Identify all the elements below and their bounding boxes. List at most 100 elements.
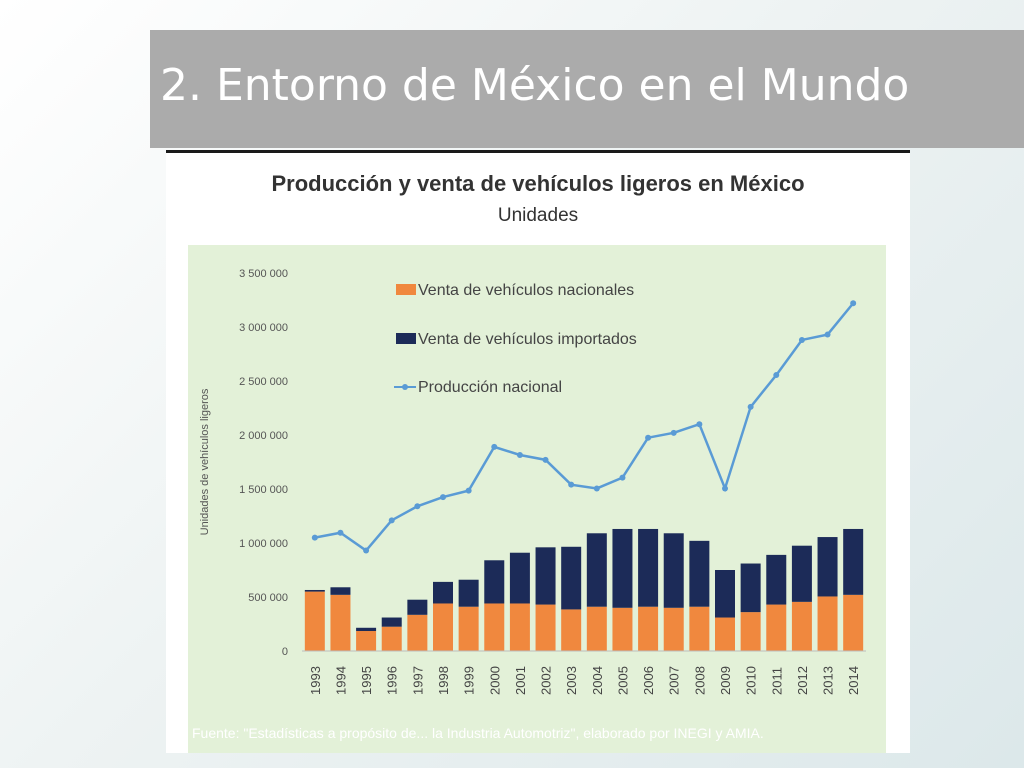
y-tick-label: 3 000 000 [239, 322, 288, 334]
bar-nacionales [509, 603, 530, 651]
bar-importados [663, 533, 684, 608]
x-tick-label: 2012 [795, 666, 810, 695]
bar-importados [356, 627, 377, 632]
y-tick-label: 1 500 000 [239, 484, 288, 496]
bar-nacionales [817, 596, 838, 651]
x-tick-label: 2007 [667, 666, 682, 695]
point-produccion [747, 403, 754, 410]
bar-nacionales [458, 606, 479, 651]
point-produccion [465, 487, 472, 494]
legend-swatch-importados [396, 333, 416, 344]
bar-importados [586, 533, 607, 607]
y-tick-label: 1 000 000 [239, 538, 288, 550]
bar-importados [791, 545, 812, 602]
point-produccion [414, 503, 421, 510]
point-produccion [722, 485, 728, 492]
legend-swatch-nacionales [396, 284, 416, 295]
bar-nacionales [638, 606, 659, 651]
point-produccion [440, 494, 446, 501]
point-produccion [798, 336, 805, 343]
slide-title: 2. Entorno de México en el Mundo [160, 60, 910, 111]
chart-svg: 0 500 000 1 000 000 1 500 000 2 000 000 2 500… [188, 245, 886, 753]
point-produccion [619, 474, 626, 481]
bar-importados [458, 579, 479, 607]
x-tick-label: 2004 [590, 666, 605, 695]
legend-marker-produccion [402, 384, 408, 390]
chart-title: Producción y venta de vehículos ligeros … [271, 171, 805, 196]
bar-importados [304, 589, 325, 592]
source-note: Fuente: "Estadísticas a propósito de... … [192, 725, 764, 741]
point-produccion [311, 534, 318, 541]
bar-importados [561, 546, 582, 610]
point-produccion [388, 517, 395, 524]
y-tick-label: 2 500 000 [239, 376, 288, 388]
bar-importados [638, 528, 659, 607]
bar-nacionales [433, 603, 453, 651]
bar-nacionales [715, 617, 735, 651]
x-tick-label: 1993 [308, 666, 323, 695]
y-axis-label: Unidades de vehículos ligeros [199, 388, 211, 535]
bar-nacionales [586, 606, 607, 651]
bar-nacionales [356, 631, 377, 651]
point-produccion [568, 481, 575, 488]
point-produccion [670, 429, 677, 436]
x-tick-label: 1995 [359, 666, 374, 695]
x-tick-label: 2006 [641, 666, 656, 695]
bar-importados [766, 554, 787, 605]
point-produccion [645, 434, 652, 441]
legend-label-importados: Venta de vehículos importados [418, 331, 637, 348]
bar-importados [740, 563, 761, 613]
y-tick-label: 500 000 [248, 592, 288, 604]
x-tick-label: 1994 [333, 666, 348, 695]
bar-importados [689, 540, 710, 607]
x-tick-label: 2010 [744, 666, 759, 695]
bar-importados [484, 560, 505, 604]
point-produccion [363, 547, 370, 554]
x-tick-label: 2011 [769, 667, 784, 695]
slide-title-bar: 2. Entorno de México en el Mundo [150, 30, 1024, 148]
x-tick-label: 2000 [487, 666, 502, 695]
x-tick-label: 2001 [513, 666, 528, 695]
bar-nacionales [561, 609, 582, 651]
bar-nacionales [843, 594, 864, 651]
bar-importados [330, 587, 351, 595]
x-tick-label: 1996 [385, 666, 400, 695]
point-produccion [850, 300, 857, 307]
bar-nacionales [484, 603, 505, 651]
bar-nacionales [689, 606, 710, 651]
point-produccion [337, 529, 344, 536]
bar-importados [612, 528, 633, 608]
bar-importados [817, 537, 838, 597]
chart-image: 0 500 000 1 000 000 1 500 000 2 000 000 2 500… [166, 150, 910, 753]
bar-nacionales [612, 607, 633, 651]
bar-importados [509, 552, 530, 604]
chart-subtitle: Unidades [497, 205, 579, 226]
x-tick-label: 2013 [821, 666, 836, 695]
point-produccion [773, 372, 780, 379]
x-tick-label: 2009 [718, 666, 733, 695]
x-tick-label: 2003 [564, 666, 579, 695]
legend-label-produccion: Producción nacional [418, 379, 562, 396]
point-produccion [491, 443, 498, 450]
bar-importados [535, 547, 556, 605]
point-produccion [516, 451, 523, 458]
point-produccion [824, 331, 831, 338]
bar-importados [715, 570, 735, 618]
plot-area [188, 245, 886, 753]
point-produccion [696, 421, 703, 428]
bar-importados [407, 599, 428, 615]
x-tick-label: 2014 [846, 666, 861, 695]
y-tick-label: 0 [282, 646, 288, 658]
legend-label-nacionales: Venta de vehículos nacionales [418, 282, 634, 299]
bar-nacionales [663, 607, 684, 651]
x-tick-label: 2008 [692, 666, 707, 695]
bar-nacionales [381, 626, 402, 651]
x-tick-label: 1997 [410, 666, 425, 695]
point-produccion [542, 456, 549, 463]
x-tick-label: 2002 [539, 666, 554, 695]
bar-nacionales [330, 594, 351, 651]
x-tick-label: 1998 [436, 666, 451, 695]
bar-nacionales [791, 601, 812, 651]
bar-nacionales [740, 612, 761, 651]
bar-nacionales [766, 604, 787, 651]
